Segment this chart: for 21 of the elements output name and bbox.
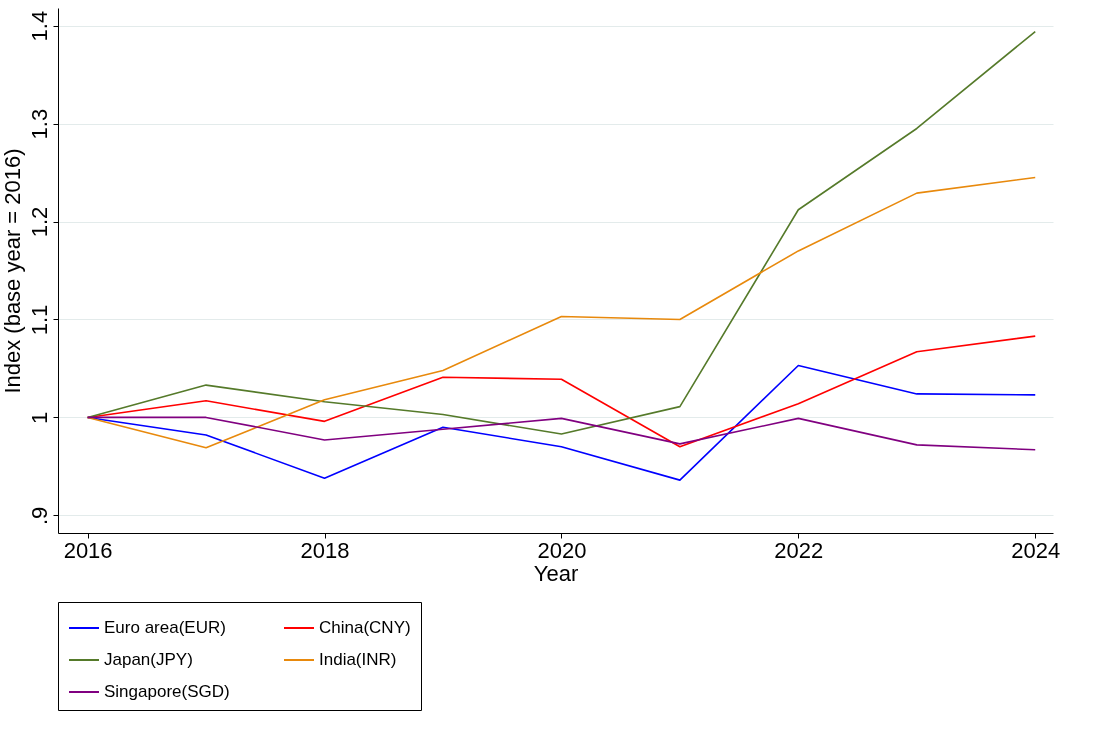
x-tick-label: 2024 xyxy=(1011,537,1061,563)
x-tick-label: 2018 xyxy=(300,537,350,563)
y-tick-label: 1.1 xyxy=(26,304,52,336)
y-tick-label: 1.3 xyxy=(26,108,52,140)
x-axis-title: Year xyxy=(533,560,579,586)
x-tick-label: 2020 xyxy=(537,537,587,563)
legend-label: China(CNY) xyxy=(319,618,411,637)
line-series xyxy=(86,416,1037,451)
y-tick-label: 1.2 xyxy=(26,206,52,238)
legend-label: Singapore(SGD) xyxy=(104,682,230,701)
y-tick-label: 1 xyxy=(26,411,52,425)
legend-label: India(INR) xyxy=(319,650,397,669)
line-series xyxy=(86,30,1037,435)
line-series xyxy=(86,176,1037,449)
x-tick-label: 2022 xyxy=(774,537,824,563)
y-axis-title: Index (base year = 2016) xyxy=(0,148,25,394)
y-tick-label: .9 xyxy=(26,506,52,526)
legend-label: Euro area(EUR) xyxy=(104,618,226,637)
y-tick-label: 1.4 xyxy=(26,10,52,42)
x-tick-label: 2016 xyxy=(63,537,113,563)
legend-label: Japan(JPY) xyxy=(104,650,193,669)
